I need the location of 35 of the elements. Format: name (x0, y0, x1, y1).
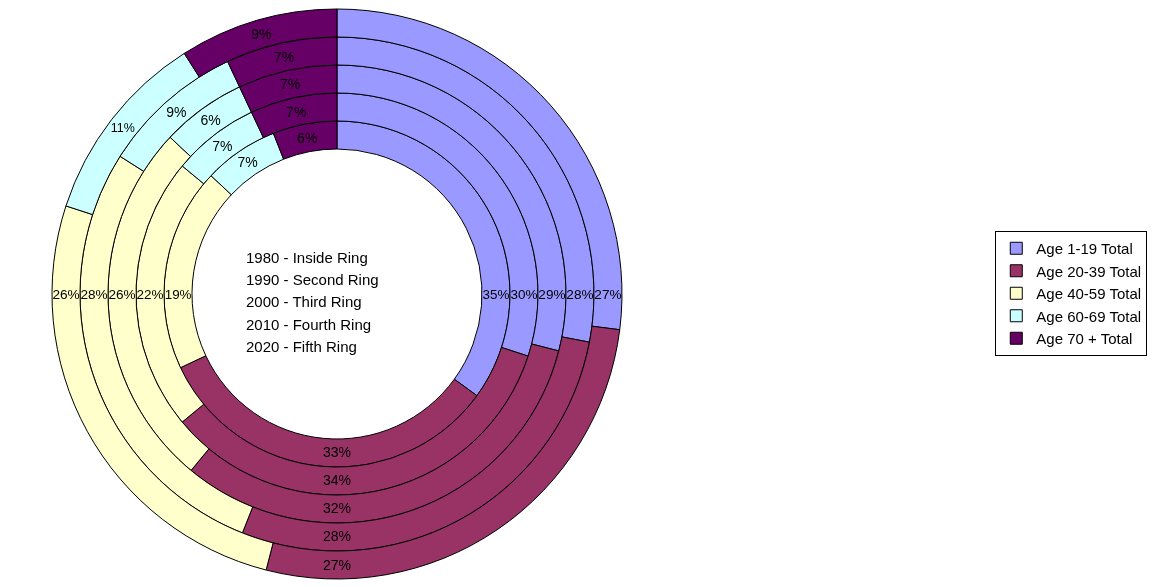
data-label: 34% (322, 472, 352, 489)
data-label: 22% (136, 286, 164, 302)
legend-label: Age 1-19 Total (1036, 240, 1133, 258)
text: 1990 - Second Ring (246, 271, 379, 288)
data-label: 7% (286, 103, 307, 120)
data-label: 28% (566, 286, 594, 302)
text: 2000 - Third Ring (246, 293, 362, 310)
data-label: 6% (200, 112, 221, 129)
data-label: 7% (212, 138, 233, 155)
data-label: 29% (538, 286, 566, 302)
legend-label: Age 40-59 Total (1036, 285, 1142, 303)
legend-label: Age 20-39 Total (1036, 262, 1142, 280)
data-label: 7% (279, 76, 301, 93)
data-label: 26% (52, 286, 80, 302)
legend-label: Age 70 + Total (1036, 330, 1133, 348)
data-label: 27% (322, 556, 352, 573)
data-label: 28% (322, 528, 352, 545)
text: 1980 - Inside Ring (246, 249, 368, 266)
data-label: 9% (166, 103, 187, 120)
data-label: 32% (322, 500, 352, 517)
data-label: 35% (482, 286, 510, 302)
data-label: 6% (297, 129, 318, 146)
text: 2010 - Fourth Ring (246, 316, 372, 333)
data-label: 30% (510, 286, 538, 302)
data-label: 28% (80, 286, 108, 302)
data-label: 26% (108, 286, 136, 302)
data-label: 11% (110, 121, 135, 136)
data-label: 7% (237, 154, 258, 171)
data-label: 33% (322, 444, 352, 461)
text: 2020 - Fifth Ring (246, 338, 357, 355)
legend-label: Age 60-69 Total (1036, 307, 1142, 325)
data-label: 9% (251, 25, 272, 42)
data-label: 19% (164, 286, 192, 302)
data-label: 7% (273, 48, 295, 65)
data-label: 27% (594, 286, 622, 302)
